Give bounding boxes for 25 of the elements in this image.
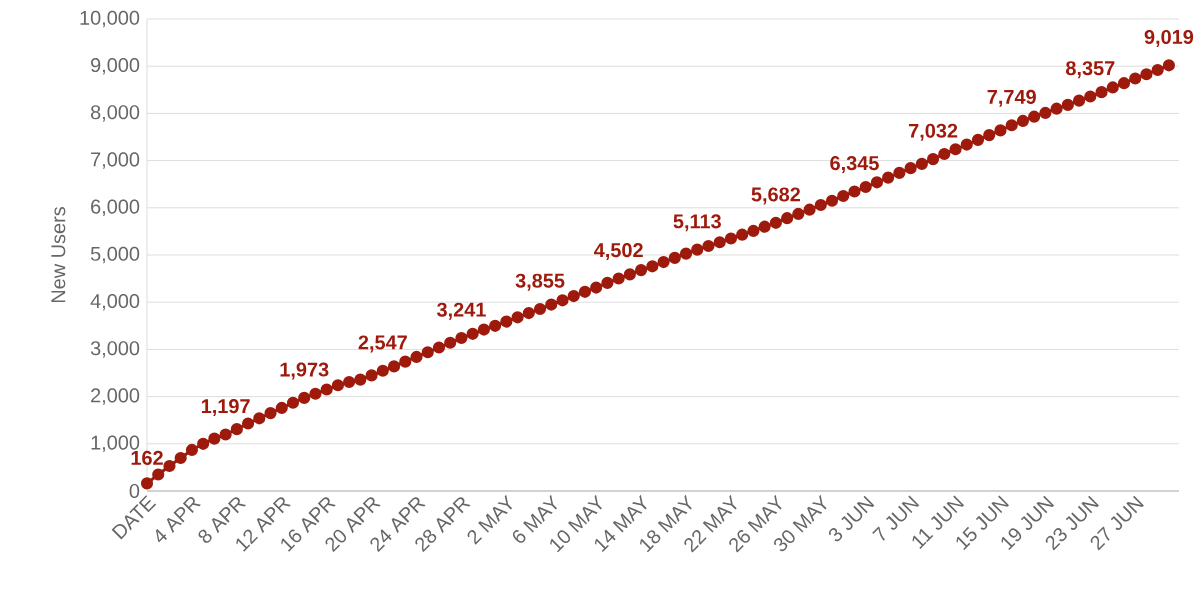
data-label: 6,345 (830, 156, 879, 174)
y-tick-label: 2,000 (91, 388, 140, 405)
data-label: 5,682 (751, 187, 800, 205)
data-label: 1,973 (280, 362, 329, 380)
data-label: 5,113 (673, 214, 721, 232)
data-label: 3,241 (436, 302, 486, 320)
data-label: 2,547 (358, 335, 407, 353)
data-label: 7,749 (987, 89, 1036, 107)
y-tick-label: 3,000 (90, 341, 140, 358)
y-axis-title: New Users (51, 207, 66, 303)
y-tick-label: 9,000 (91, 57, 140, 75)
data-label: 4,502 (594, 243, 643, 261)
data-label: 9,019 (1144, 29, 1194, 47)
y-tick-label: 5,000 (90, 246, 140, 264)
data-label: 162 (131, 450, 163, 465)
data-label: 7,032 (908, 123, 958, 141)
data-label: 3,855 (515, 273, 565, 291)
data-label: 1,197 (201, 399, 250, 417)
data-label: 8,357 (1065, 61, 1115, 79)
y-tick-label: 6,000 (91, 199, 140, 217)
y-tick-label: 10,000 (80, 10, 140, 28)
y-tick-label: 7,000 (91, 152, 140, 169)
y-tick-label: 1,000 (91, 435, 140, 453)
y-tick-label: 4,000 (90, 293, 140, 311)
y-tick-label: 8,000 (90, 105, 140, 122)
